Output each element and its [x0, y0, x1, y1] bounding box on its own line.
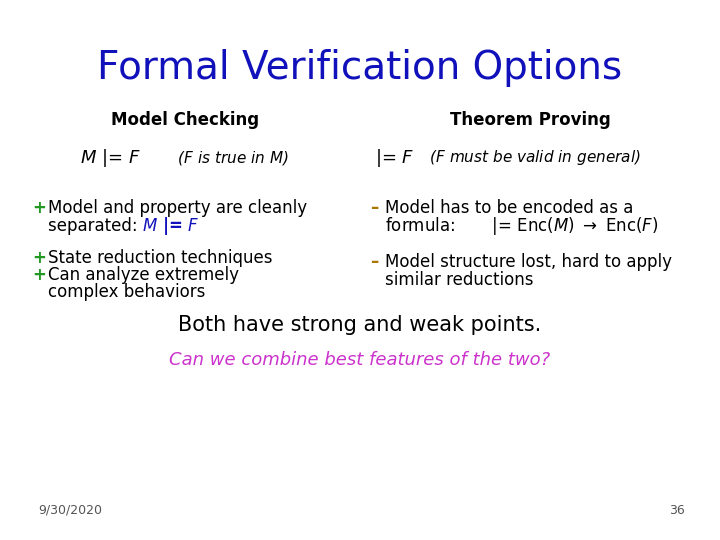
Text: –: –: [370, 253, 378, 271]
Text: $\mathit{M}$ |= $\mathit{F}$: $\mathit{M}$ |= $\mathit{F}$: [142, 215, 199, 237]
Text: Model and property are cleanly: Model and property are cleanly: [48, 199, 307, 217]
Text: formula:       |= Enc($\mathit{M}$) $\rightarrow$ Enc($\mathit{F}$): formula: |= Enc($\mathit{M}$) $\rightarr…: [385, 215, 659, 237]
Text: Can we combine best features of the two?: Can we combine best features of the two?: [169, 351, 551, 369]
Text: separated:: separated:: [48, 217, 153, 235]
Text: –: –: [370, 199, 378, 217]
Text: +: +: [32, 249, 46, 267]
Text: Formal Verification Options: Formal Verification Options: [97, 49, 623, 87]
Text: Model Checking: Model Checking: [111, 111, 259, 129]
Text: Model has to be encoded as a: Model has to be encoded as a: [385, 199, 634, 217]
Text: State reduction techniques: State reduction techniques: [48, 249, 272, 267]
Text: Both have strong and weak points.: Both have strong and weak points.: [179, 315, 541, 335]
Text: ($\mathit{F}$ must be valid in general): ($\mathit{F}$ must be valid in general): [415, 148, 641, 167]
Text: 36: 36: [670, 503, 685, 516]
Text: Can analyze extremely: Can analyze extremely: [48, 266, 239, 284]
Text: Theorem Proving: Theorem Proving: [449, 111, 611, 129]
Text: 9/30/2020: 9/30/2020: [38, 503, 102, 516]
Text: +: +: [32, 199, 46, 217]
Text: |= $\mathit{F}$: |= $\mathit{F}$: [375, 147, 415, 169]
Text: similar reductions: similar reductions: [385, 271, 534, 289]
Text: Model structure lost, hard to apply: Model structure lost, hard to apply: [385, 253, 672, 271]
Text: +: +: [32, 266, 46, 284]
Text: complex behaviors: complex behaviors: [48, 283, 205, 301]
Text: ($\mathit{F}$ is true in $\mathit{M}$): ($\mathit{F}$ is true in $\mathit{M}$): [168, 149, 289, 167]
Text: $\mathit{M}$ |= $\mathit{F}$: $\mathit{M}$ |= $\mathit{F}$: [80, 147, 140, 169]
